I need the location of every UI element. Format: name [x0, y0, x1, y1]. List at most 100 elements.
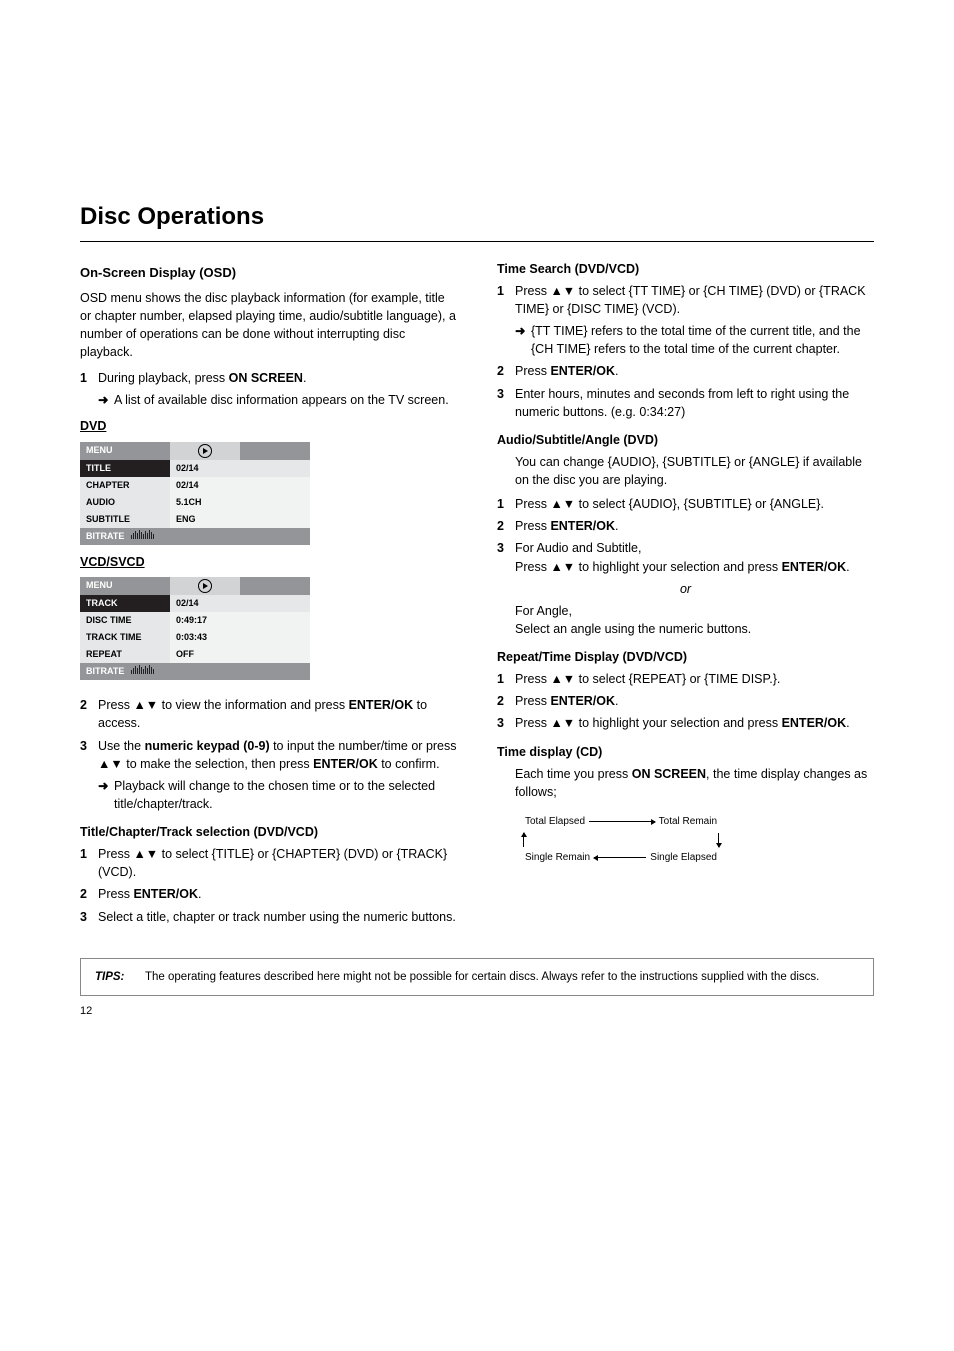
osd-step-1-result: ➜ A list of available disc information a… — [80, 391, 457, 409]
row-value: 02/14 — [170, 595, 240, 612]
text: For Audio and Subtitle, — [515, 541, 641, 555]
asa-heading: Audio/Subtitle/Angle (DVD) — [497, 431, 874, 449]
updown-icon: ▲▼ — [98, 757, 123, 771]
row-value: 0:03:43 — [170, 629, 240, 646]
arrow-icon: ➜ — [98, 777, 114, 813]
flow-node: Total Remain — [659, 815, 717, 830]
step-number: 1 — [497, 495, 515, 513]
time-display-flow-diagram: Total Elapsed Total Remain Single Remain… — [497, 811, 727, 869]
tips-text: The operating features described here mi… — [145, 969, 819, 986]
table-row: TRACK TIME 0:03:43 — [80, 629, 310, 646]
arrow-down-icon — [718, 833, 719, 847]
text: Press — [515, 497, 550, 511]
step-text: During playback, press ON SCREEN. — [98, 369, 457, 387]
vcd-osd-table: MENU TRACK 02/14 DISC TIME 0:49:17 TRACK… — [80, 577, 310, 680]
updown-icon: ▲▼ — [550, 284, 575, 298]
rtd-step-2: 2 Press ENTER/OK. — [497, 692, 874, 710]
text: For Angle, — [515, 604, 572, 618]
flow-node: Total Elapsed — [525, 815, 585, 830]
tdcd-heading: Time display (CD) — [497, 743, 874, 761]
result-text: Playback will change to the chosen time … — [114, 777, 457, 813]
ts-step-1-result: ➜ {TT TIME} refers to the total time of … — [497, 322, 874, 358]
page-number: 12 — [80, 1004, 874, 1020]
bitrate-cell: BITRATE — [80, 663, 310, 680]
key-label: ENTER/OK — [133, 887, 198, 901]
spacer — [240, 460, 310, 477]
step-text: Enter hours, minutes and seconds from le… — [515, 385, 874, 421]
row-value: 02/14 — [170, 477, 240, 494]
tct-heading: Title/Chapter/Track selection (DVD/VCD) — [80, 823, 457, 841]
tct-step-2: 2 Press ENTER/OK. — [80, 885, 457, 903]
table-row: DISC TIME 0:49:17 — [80, 612, 310, 629]
menu-label: MENU — [80, 577, 170, 595]
step-number: 2 — [497, 692, 515, 710]
ts-step-2: 2 Press ENTER/OK. — [497, 362, 874, 380]
text: . — [846, 560, 849, 574]
text: Each time you press — [515, 767, 632, 781]
step-number: 1 — [497, 670, 515, 688]
step-text: Press ▲▼ to select {REPEAT} or {TIME DIS… — [515, 670, 874, 688]
spacer — [240, 511, 310, 528]
flow-node: Single Elapsed — [650, 851, 717, 866]
text: Press — [515, 364, 550, 378]
table-row: CHAPTER 02/14 — [80, 477, 310, 494]
tdcd-text: Each time you press ON SCREEN, the time … — [497, 765, 874, 801]
content-columns: On-Screen Display (OSD) OSD menu shows t… — [80, 260, 874, 930]
dvd-osd-table: MENU TITLE 02/14 CHAPTER 02/14 AUDIO 5.1… — [80, 442, 310, 545]
updown-icon: ▲▼ — [550, 716, 575, 730]
row-value: 02/14 — [170, 460, 240, 477]
play-cell — [170, 442, 240, 460]
text: Press — [98, 698, 133, 712]
step-text: Press ▲▼ to select {TITLE} or {CHAPTER} … — [98, 845, 457, 881]
step-number: 3 — [497, 539, 515, 575]
row-label: CHAPTER — [80, 477, 170, 494]
text: . — [303, 371, 306, 385]
text: to view the information and press — [158, 698, 348, 712]
asa-step-3: 3 For Audio and Subtitle, Press ▲▼ to hi… — [497, 539, 874, 575]
table-row: TRACK 02/14 — [80, 595, 310, 612]
step-number: 1 — [80, 845, 98, 881]
step-text: Press ▲▼ to select {AUDIO}, {SUBTITLE} o… — [515, 495, 874, 513]
step-number: 2 — [80, 885, 98, 903]
row-label: AUDIO — [80, 494, 170, 511]
key-label: ENTER/OK — [550, 694, 615, 708]
bitrate-cell: BITRATE — [80, 528, 310, 545]
text: to input the number/time or press — [270, 739, 457, 753]
spacer — [240, 477, 310, 494]
vcd-heading: VCD/SVCD — [80, 553, 457, 571]
spacer — [240, 577, 310, 595]
row-value: 5.1CH — [170, 494, 240, 511]
right-column: Time Search (DVD/VCD) 1 Press ▲▼ to sele… — [497, 260, 874, 930]
row-value: OFF — [170, 646, 240, 663]
text: to make the selection, then press — [123, 757, 313, 771]
spacer — [240, 442, 310, 460]
menu-label: MENU — [80, 442, 170, 460]
key-label: numeric keypad (0-9) — [145, 739, 270, 753]
step-2: 2 Press ▲▼ to view the information and p… — [80, 696, 457, 732]
table-header-row: MENU — [80, 442, 310, 460]
arrow-left-icon — [594, 857, 646, 858]
ts-step-3: 3 Enter hours, minutes and seconds from … — [497, 385, 874, 421]
step-number: 3 — [497, 714, 515, 732]
bitrate-label: BITRATE — [86, 666, 124, 676]
bitrate-label: BITRATE — [86, 531, 124, 541]
arrow-icon: ➜ — [98, 391, 114, 409]
step-text: Press ENTER/OK. — [98, 885, 457, 903]
asa-intro: You can change {AUDIO}, {SUBTITLE} or {A… — [497, 453, 874, 489]
step-number: 1 — [80, 369, 98, 387]
key-label: ON SCREEN — [229, 371, 303, 385]
step-3: 3 Use the numeric keypad (0-9) to input … — [80, 737, 457, 773]
spacer — [240, 595, 310, 612]
updown-icon: ▲▼ — [550, 560, 575, 574]
bitrate-row: BITRATE — [80, 528, 310, 545]
step-text: Press ENTER/OK. — [515, 517, 874, 535]
flow-node: Single Remain — [525, 851, 590, 866]
asa-step-2: 2 Press ENTER/OK. — [497, 517, 874, 535]
spacer — [240, 646, 310, 663]
text: to highlight your selection and press — [575, 560, 781, 574]
step-text: For Audio and Subtitle, Press ▲▼ to high… — [515, 539, 874, 575]
step-text: Press ENTER/OK. — [515, 362, 874, 380]
step-text: Use the numeric keypad (0-9) to input th… — [98, 737, 457, 773]
key-label: ENTER/OK — [313, 757, 378, 771]
text: Press — [515, 672, 550, 686]
